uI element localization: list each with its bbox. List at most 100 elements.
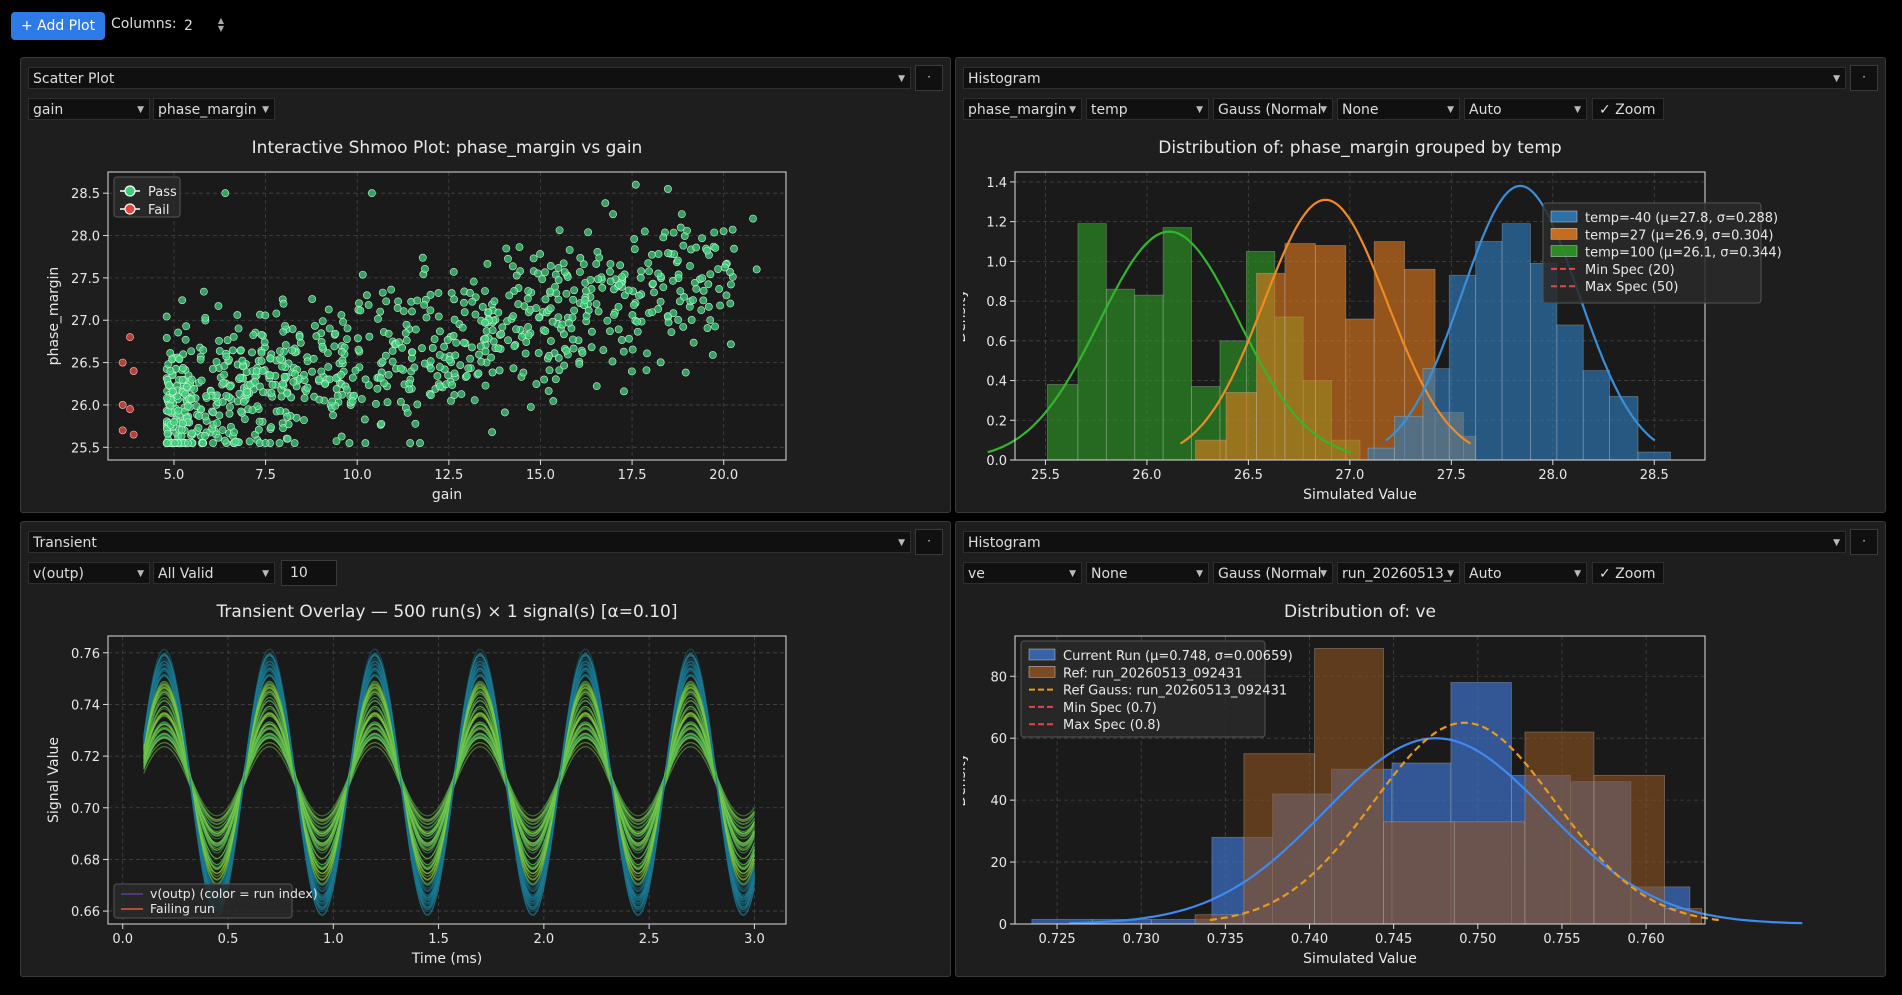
histogram-chart-ve[interactable]: 0.725 0.730 0.735 0.740 0.745 0.750 0.755 0.760… [963,590,1878,968]
scatter-point-pass [616,261,625,270]
bins-select[interactable]: Auto ▼ [1464,98,1587,120]
legend-marker [124,203,136,215]
scatter-point-pass [258,367,267,375]
scatter-point-pass [229,332,238,341]
scatter-point-pass [656,297,665,306]
column-select[interactable]: ve ▼ [963,562,1082,584]
chevron-down-icon: ▼ [1574,569,1581,579]
plot-type-select[interactable]: Histogram ▼ [963,67,1846,89]
plot-type-select[interactable]: Scatter Plot ▼ [28,67,911,89]
column-select[interactable]: phase_margin ▼ [963,98,1082,120]
zoom-checkbox[interactable]: ✓ Zoom [1592,98,1664,120]
scatter-point-pass [209,439,217,447]
scatter-point-pass [225,402,234,411]
transient-chart[interactable]: 0.0 0.5 1.0 1.5 2.0 2.5 3.0 0.66 0.68 0.70 0.72 0.7… [28,590,943,968]
scatter-chart[interactable]: 5.0 7.5 10.0 12.5 15.0 17.5 20.0 25.5 26.0 26.5 27… [28,126,943,504]
scatter-point-pass [321,380,329,388]
scatter-point-pass [570,306,579,315]
x-tick-label: 0.0 [112,932,133,947]
group-by-select[interactable]: temp ▼ [1086,98,1209,120]
scatter-point-pass [448,381,457,389]
plot-type-select[interactable]: Transient ▼ [28,531,911,553]
plot-border [107,635,787,925]
panel-menu-button[interactable]: · [915,529,943,555]
scatter-point-pass [460,308,469,317]
x-tick-label: 0.760 [1627,932,1664,947]
x-column-select[interactable]: gain ▼ [28,98,150,120]
fit-select[interactable]: Gauss (Normal ▼ [1213,562,1333,584]
scatter-point-pass [357,395,366,403]
scatter-point-pass [215,411,224,420]
scatter-point-pass [396,364,405,373]
y-tick-label: 0.0 [986,454,1007,469]
histogram-bar [1383,821,1455,925]
zoom-checkbox[interactable]: ✓ Zoom [1592,562,1664,584]
scatter-point-pass [654,250,663,258]
scatter-point-pass [201,314,210,322]
scatter-point-pass [235,389,244,398]
scatter-point-pass [362,291,371,300]
scatter-point-pass [422,313,431,322]
scatter-point-pass [569,344,578,353]
scatter-point-pass [187,395,196,404]
y-column-select[interactable]: phase_margin ▼ [153,98,275,120]
plot-type-select[interactable]: Histogram ▼ [963,531,1846,553]
scatter-point-pass [178,296,187,305]
reference-select[interactable]: run_20260513_ ▼ [1337,562,1460,584]
scatter-point-pass [413,400,422,409]
scatter-point-pass [726,299,735,308]
run-filter-select[interactable]: All Valid ▼ [153,562,275,584]
scatter-point-pass [248,348,256,357]
histogram-bar [1077,223,1107,461]
bins-select[interactable]: Auto ▼ [1464,562,1587,584]
histogram-bar [1609,396,1639,461]
scatter-point-pass [541,268,549,277]
scatter-point-pass [582,287,590,295]
scatter-point-pass [722,291,731,300]
scatter-point-pass [428,344,437,352]
scatter-point-pass [183,402,192,411]
scatter-point-pass [388,357,397,366]
scatter-point-pass [187,375,196,384]
plot-border [107,171,787,461]
scatter-point-pass [546,262,555,270]
scatter-point-pass [449,267,458,276]
panel-menu-button[interactable]: · [1850,65,1878,91]
group-by-select[interactable]: None ▼ [1086,562,1209,584]
y-tick-label: 0.72 [71,750,100,765]
scatter-point-pass [624,286,633,295]
scatter-point-pass [402,336,411,345]
add-plot-button[interactable]: + Add Plot [11,12,105,40]
histogram-bar [1195,439,1227,461]
scatter-point-pass [679,322,688,331]
scatter-point-pass [237,407,245,416]
scatter-point-pass [630,301,638,309]
panel-menu-button[interactable]: · [1850,529,1878,555]
scatter-point-pass [475,350,483,359]
scatter-point-pass [664,249,672,258]
columns-spinbox[interactable]: 2 ▲ ▼ [176,14,230,38]
scatter-point-pass [659,283,668,292]
scatter-point-pass [372,400,380,408]
scatter-point-pass [514,300,523,309]
panel-menu-button[interactable]: · [915,65,943,91]
scatter-point-pass [659,233,668,242]
scatter-point-pass [648,308,657,317]
x-tick-label: 20.0 [709,468,738,483]
signal-select[interactable]: v(outp) ▼ [28,562,150,584]
spin-arrows-icon[interactable]: ▲ ▼ [217,16,224,33]
scatter-point-pass [178,375,187,384]
histogram-chart-phase-margin[interactable]: 25.5 26.0 26.5 27.0 27.5 28.0 28.5 0.0 0.2 0.4 0.6… [963,126,1878,504]
histogram-bar [1556,324,1584,461]
scatter-point-pass [190,385,199,393]
y-tick-label: 28.0 [71,230,100,245]
scatter-point-pass [384,370,393,379]
scatter-point-pass [268,380,277,389]
scatter-point-pass [435,363,444,371]
fit-select[interactable]: Gauss (Normal ▼ [1213,98,1333,120]
run-count-input[interactable]: 10 [281,560,337,586]
reference-select[interactable]: None ▼ [1337,98,1460,120]
scatter-point-pass [214,302,223,310]
scatter-point-pass [686,262,694,270]
scatter-point-pass [444,371,453,380]
